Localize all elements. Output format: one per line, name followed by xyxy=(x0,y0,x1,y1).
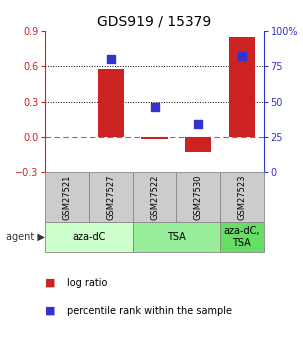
Point xyxy=(239,54,244,59)
Bar xyxy=(142,137,168,139)
Text: GSM27530: GSM27530 xyxy=(194,174,203,220)
Title: GDS919 / 15379: GDS919 / 15379 xyxy=(97,14,212,29)
Bar xyxy=(229,37,255,137)
Text: ■: ■ xyxy=(45,306,59,315)
Bar xyxy=(89,172,133,221)
Text: aza-dC: aza-dC xyxy=(72,232,106,242)
Bar xyxy=(220,172,264,221)
Point xyxy=(152,105,157,110)
Bar xyxy=(98,69,124,137)
Bar xyxy=(45,172,89,221)
Bar xyxy=(185,137,211,152)
Text: GSM27521: GSM27521 xyxy=(63,174,72,220)
Text: log ratio: log ratio xyxy=(67,278,107,288)
Point xyxy=(108,57,113,62)
Bar xyxy=(45,221,133,252)
Bar xyxy=(133,221,220,252)
Text: percentile rank within the sample: percentile rank within the sample xyxy=(67,306,232,315)
Bar xyxy=(220,221,264,252)
Bar xyxy=(133,172,176,221)
Text: aza-dC,
TSA: aza-dC, TSA xyxy=(224,226,260,248)
Text: agent ▶: agent ▶ xyxy=(6,232,45,242)
Text: GSM27523: GSM27523 xyxy=(237,174,246,220)
Point xyxy=(196,121,201,127)
Text: ■: ■ xyxy=(45,278,59,288)
Bar xyxy=(176,172,220,221)
Text: GSM27522: GSM27522 xyxy=(150,174,159,220)
Text: TSA: TSA xyxy=(167,232,186,242)
Text: GSM27527: GSM27527 xyxy=(106,174,115,220)
